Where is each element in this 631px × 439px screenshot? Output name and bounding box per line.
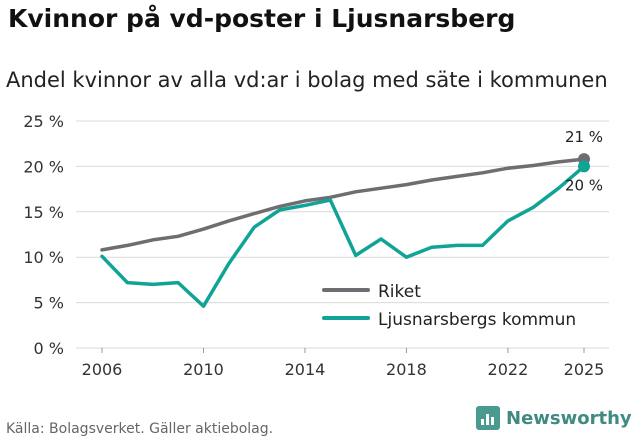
source-note: Källa: Bolagsverket. Gäller aktiebolag. <box>6 421 274 437</box>
x-tick-label: 2014 <box>285 360 326 379</box>
series-line-riket <box>100 157 586 252</box>
brand-name: Newsworthy <box>506 407 631 429</box>
chart-title: Kvinnor på vd-poster i Ljusnarsberg <box>8 4 516 33</box>
y-tick-label: 20 % <box>23 157 64 176</box>
chart-subtitle: Andel kvinnor av alla vd:ar i bolag med … <box>6 68 608 92</box>
end-label-ljusnarsberg: 20 % <box>565 176 603 194</box>
series-line-ljusnarsberg <box>100 164 586 308</box>
legend-label-ljusnarsberg: Ljusnarsbergs kommun <box>378 310 576 330</box>
y-tick-label: 5 % <box>34 294 64 313</box>
x-tick-label: 2010 <box>183 360 224 379</box>
y-tick-label: 25 % <box>23 112 64 131</box>
x-tick-label: 2022 <box>488 360 529 379</box>
newsworthy-logo-icon <box>476 406 500 430</box>
y-tick-label: 10 % <box>23 248 64 267</box>
x-tick-label: 2006 <box>82 360 123 379</box>
end-label-riket: 21 % <box>565 128 603 146</box>
x-tick-label: 2025 <box>564 360 605 379</box>
y-tick-label: 0 % <box>34 339 64 358</box>
y-tick-label: 15 % <box>23 203 64 222</box>
brand: Newsworthy <box>476 406 631 430</box>
x-tick-label: 2018 <box>386 360 427 379</box>
endpoint-ljusnarsberg <box>578 160 590 173</box>
legend-label-riket: Riket <box>378 282 421 302</box>
